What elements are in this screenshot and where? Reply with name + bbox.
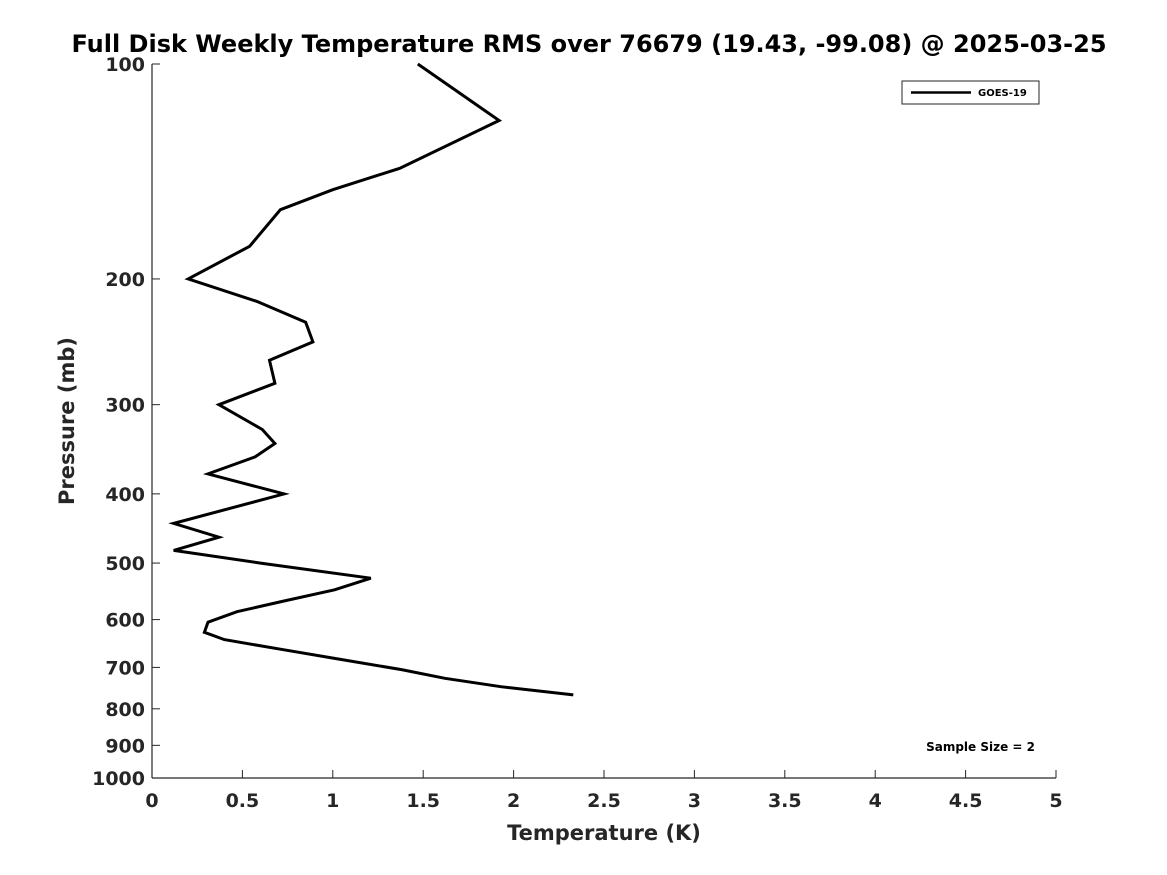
y-tick-label: 600: [105, 610, 145, 632]
series-group: [168, 62, 574, 697]
y-tick-label: 700: [105, 657, 145, 679]
y-tick-label: 900: [105, 735, 145, 757]
x-tick-label: 0: [145, 790, 158, 812]
y-tick-label: 1000: [92, 768, 145, 790]
y-tick-label: 800: [105, 699, 145, 721]
y-tick-label: 400: [105, 484, 145, 506]
x-tick-label: 5: [1049, 790, 1062, 812]
x-tick-label: 1: [326, 790, 339, 812]
plot-area: 0 0.5 1 1.5 2 2.5 3 3.5 4 4.5 5 100 200 300 400 500 600…: [92, 54, 1063, 812]
x-tick-label: 4.5: [949, 790, 983, 812]
x-ticks: 0 0.5 1 1.5 2 2.5 3 3.5 4 4.5 5: [145, 770, 1063, 812]
y-tick-label: 300: [105, 395, 145, 417]
x-tick-label: 0.5: [226, 790, 260, 812]
y-ticks: 100 200 300 400 500 600 700 800 900 1000: [92, 54, 160, 790]
x-tick-label: 1.5: [406, 790, 440, 812]
y-tick-label: 200: [105, 269, 145, 291]
series-line-goes-19: [168, 62, 574, 697]
legend-entry-goes-19: GOES-19: [978, 88, 1027, 99]
x-tick-label: 2: [507, 790, 520, 812]
y-axis-label: Pressure (mb): [55, 337, 79, 505]
x-axis-label: Temperature (K): [507, 821, 701, 845]
y-tick-label: 100: [105, 54, 145, 76]
x-tick-label: 3: [688, 790, 701, 812]
y-tick-label: 500: [105, 553, 145, 575]
x-tick-label: 2.5: [587, 790, 621, 812]
x-tick-label: 4: [869, 790, 882, 812]
chart-title: Full Disk Weekly Temperature RMS over 76…: [71, 30, 1106, 58]
sample-size-annotation: Sample Size = 2: [926, 740, 1035, 754]
x-tick-label: 3.5: [768, 790, 802, 812]
legend: GOES-19: [901, 80, 1040, 105]
